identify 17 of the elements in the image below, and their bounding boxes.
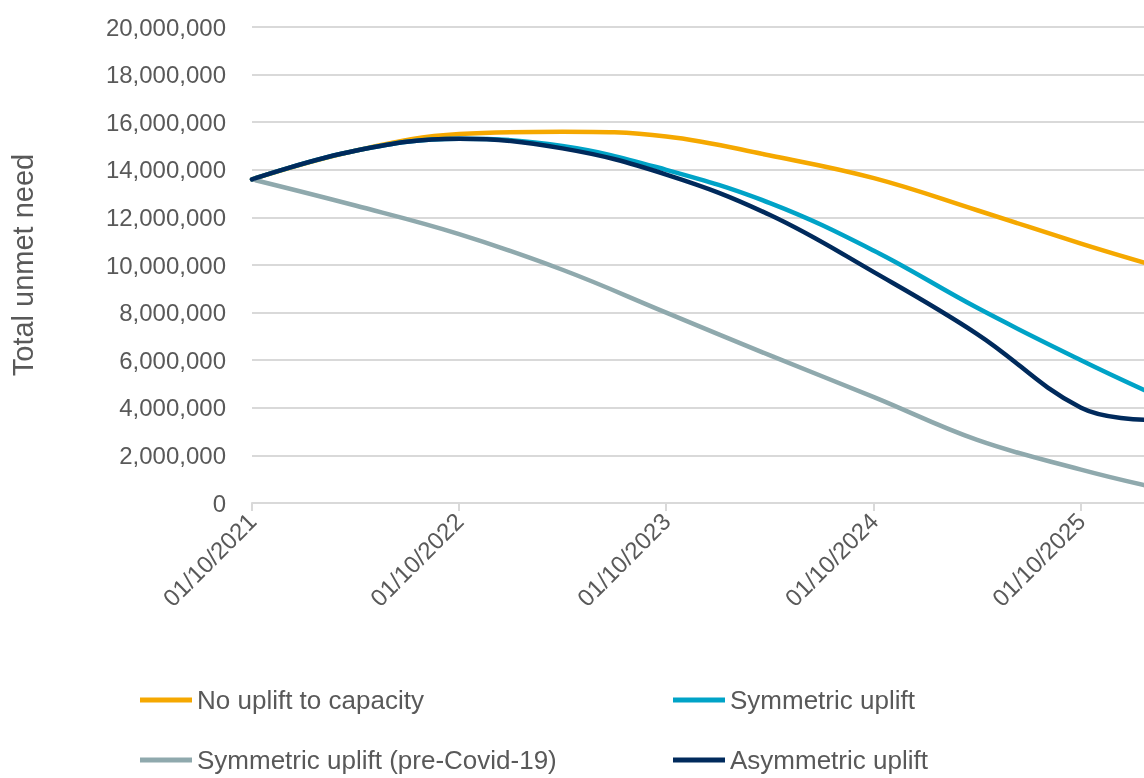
y-tick-label: 4,000,000 xyxy=(119,394,226,422)
legend-label: Symmetric uplift xyxy=(730,685,916,715)
legend-label: Asymmetric uplift xyxy=(730,745,929,775)
line-series xyxy=(249,177,1144,488)
y-tick-label: 20,000,000 xyxy=(105,13,226,41)
legend-label: No uplift to capacity xyxy=(197,685,424,715)
y-tick-label: 8,000,000 xyxy=(119,299,226,327)
y-tick-label: 6,000,000 xyxy=(119,346,226,374)
y-tick-label: 18,000,000 xyxy=(105,61,226,89)
y-tick-label: 10,000,000 xyxy=(105,251,226,279)
y-tick-label: 0 xyxy=(212,489,226,517)
y-tick-label: 12,000,000 xyxy=(105,203,226,231)
y-tick-label: 14,000,000 xyxy=(105,156,226,184)
y-axis-title: Total unmet need xyxy=(6,153,39,377)
legend-label: Symmetric uplift (pre-Covid-19) xyxy=(197,745,557,775)
y-tick-label: 2,000,000 xyxy=(119,441,226,469)
y-tick-label: 16,000,000 xyxy=(105,108,226,136)
